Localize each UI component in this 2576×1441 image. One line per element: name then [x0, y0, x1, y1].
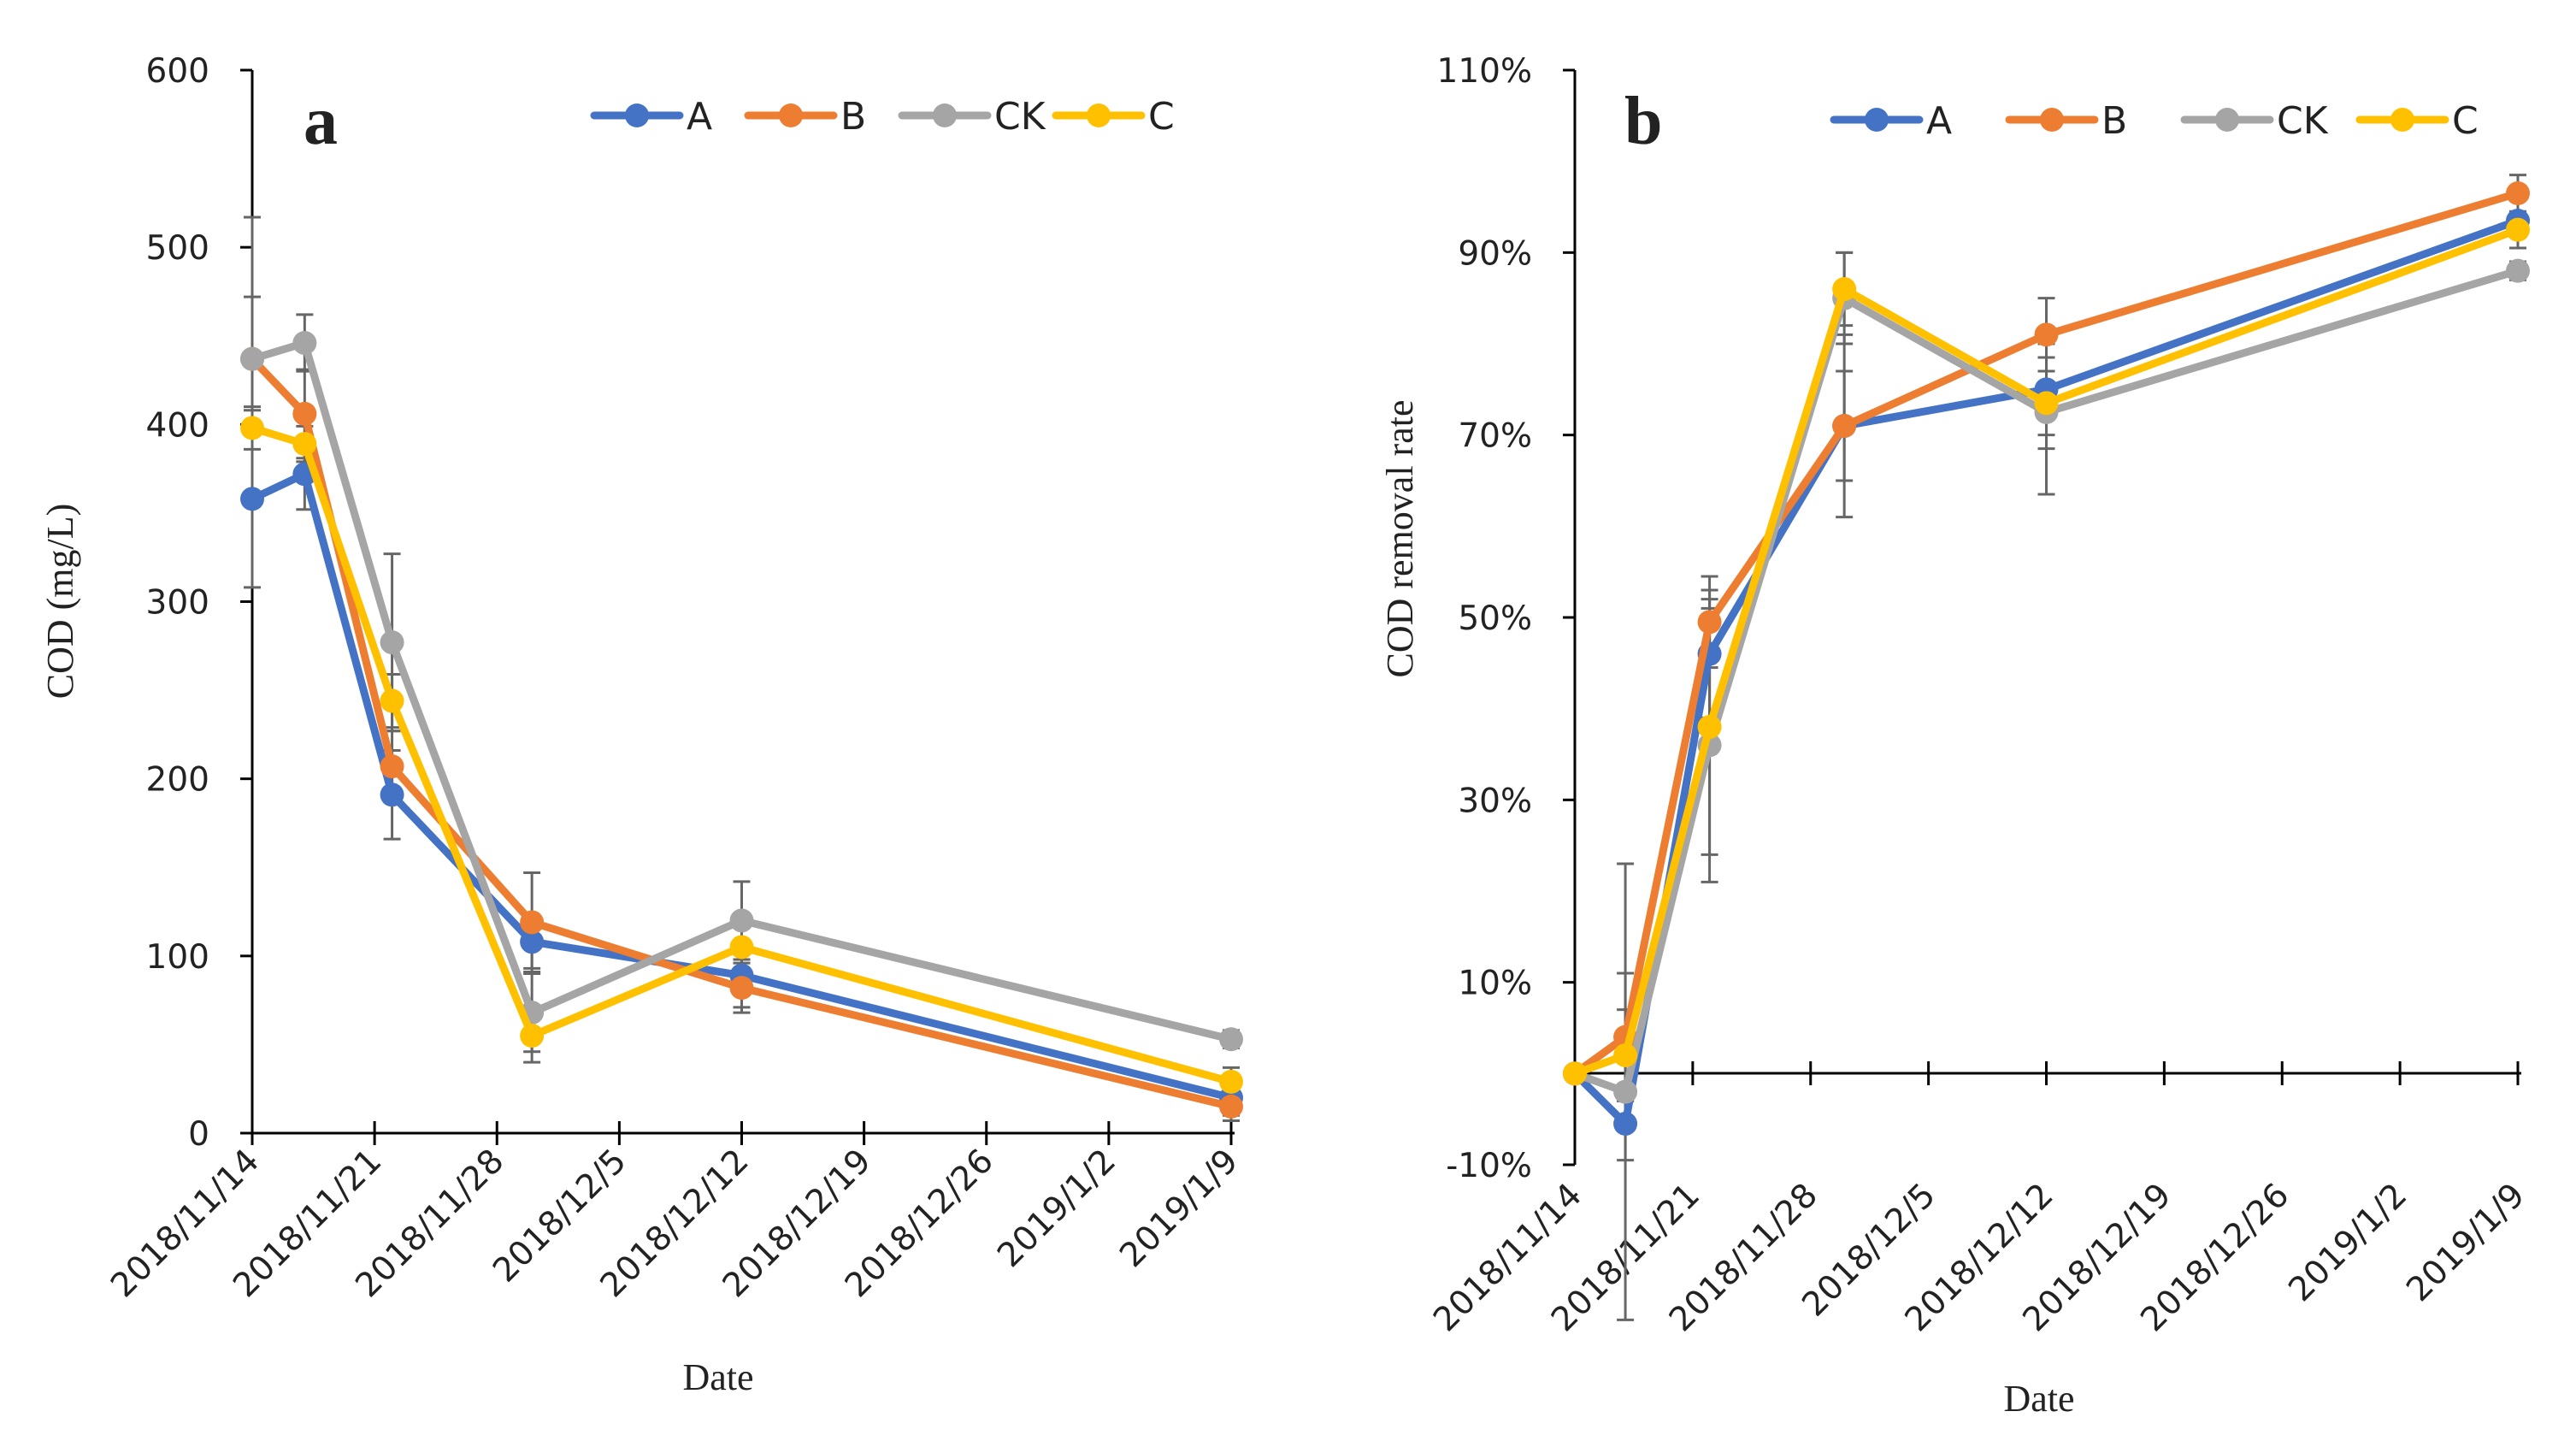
x-tick-label: 2019/1/2 — [2282, 1176, 2415, 1309]
legend: A B CK C — [590, 95, 1175, 139]
data-point-ck — [729, 908, 754, 933]
legend-label: A — [687, 95, 712, 139]
y-tick-label: 90% — [1458, 234, 1532, 273]
x-axis-title: Date — [2003, 1378, 2074, 1420]
legend-label: B — [840, 95, 866, 139]
data-point-c — [292, 432, 317, 457]
data-point-a — [520, 930, 545, 954]
panel-label: a — [304, 84, 338, 159]
data-point-ck — [240, 346, 264, 371]
chart-b: -10%10%30%50%70%90%110%2018/11/142018/11… — [1379, 52, 2532, 1420]
data-point-ck — [2506, 258, 2530, 283]
legend-label: C — [1148, 95, 1175, 139]
data-point-b — [380, 754, 404, 779]
legend-swatch-marker — [1087, 103, 1111, 127]
panel-label: b — [1624, 84, 1663, 159]
y-tick-label: 300 — [146, 584, 209, 623]
x-tick-label: 2019/1/9 — [2399, 1176, 2532, 1309]
legend-swatch-marker — [1865, 108, 1889, 132]
y-tick-label: 200 — [146, 761, 209, 800]
x-axis-title: Date — [682, 1356, 753, 1398]
y-tick-label: 110% — [1437, 52, 1533, 91]
legend: A B CK C — [1830, 99, 2479, 143]
legend-label: B — [2101, 99, 2127, 143]
data-point-b — [1697, 610, 1722, 635]
data-point-c — [1697, 715, 1722, 739]
y-tick-label: 0 — [188, 1115, 209, 1154]
data-point-c — [1613, 1043, 1638, 1067]
y-axis-title: COD (mg/L) — [39, 504, 81, 700]
data-point-a — [380, 783, 404, 807]
y-tick-label: 600 — [146, 52, 209, 91]
legend-label: CK — [994, 95, 1046, 139]
legend-label: CK — [2277, 99, 2329, 143]
y-tick-label: 100 — [146, 938, 209, 977]
y-tick-label: 400 — [146, 406, 209, 445]
data-point-b — [1832, 414, 1857, 438]
data-point-ck — [380, 630, 404, 655]
data-point-c — [1563, 1061, 1587, 1086]
data-point-c — [729, 935, 754, 960]
data-point-b — [1219, 1094, 1243, 1119]
data-point-b — [292, 401, 317, 426]
data-point-ck — [292, 331, 317, 356]
data-point-c — [240, 416, 264, 440]
data-point-ck — [1613, 1079, 1638, 1104]
series-line-b — [248, 355, 1235, 1111]
legend-swatch-marker — [779, 103, 803, 127]
legend-swatch-marker — [933, 103, 957, 127]
y-axis-title: COD removal rate — [1379, 400, 1421, 678]
legend-label: C — [2452, 99, 2479, 143]
data-point-ck — [1219, 1027, 1243, 1052]
y-tick-label: -10% — [1446, 1147, 1532, 1185]
y-tick-label: 30% — [1458, 782, 1532, 820]
data-point-b — [2506, 181, 2530, 205]
data-point-c — [2034, 391, 2059, 416]
data-point-c — [1832, 277, 1857, 301]
x-tick-label: 2019/1/9 — [1112, 1142, 1246, 1275]
legend-swatch-marker — [2040, 108, 2064, 132]
data-point-b — [729, 976, 754, 1001]
data-point-a — [1613, 1112, 1638, 1136]
legend-swatch-marker — [2215, 108, 2239, 132]
y-tick-label: 10% — [1458, 965, 1532, 1003]
x-tick-label: 2019/1/2 — [990, 1142, 1123, 1275]
data-point-c — [1219, 1069, 1243, 1094]
legend-swatch-marker — [2390, 108, 2414, 132]
data-point-a — [240, 487, 264, 511]
legend-swatch-marker — [625, 103, 649, 127]
data-point-b — [2034, 322, 2059, 347]
y-tick-label: 70% — [1458, 417, 1532, 456]
data-point-b — [520, 910, 545, 935]
chart-a: 01002003004005006002018/11/142018/11/212… — [39, 52, 1246, 1398]
y-tick-label: 50% — [1458, 599, 1532, 638]
legend-label: A — [1926, 99, 1952, 143]
data-point-c — [2506, 217, 2530, 242]
data-point-c — [520, 1024, 545, 1048]
y-tick-label: 500 — [146, 229, 209, 268]
data-point-c — [380, 688, 404, 713]
